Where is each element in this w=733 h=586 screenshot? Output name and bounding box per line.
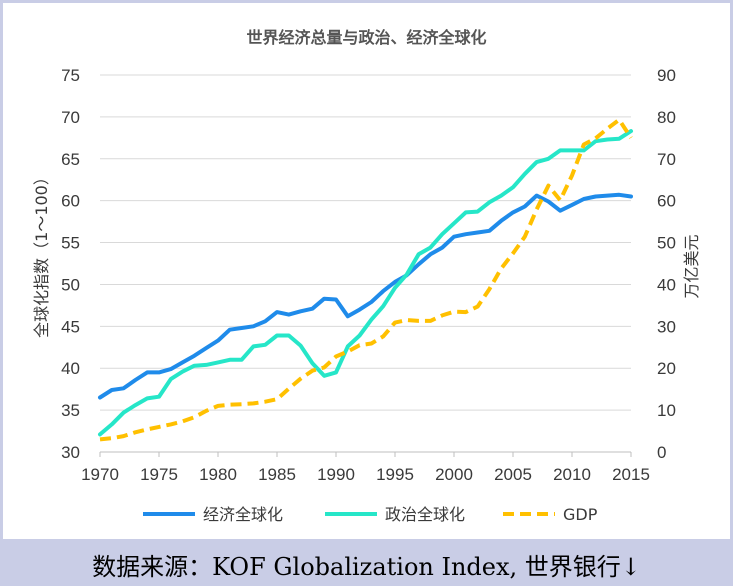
y-axis-title: 全球化指数（1～100） [32, 169, 51, 338]
y-tick-label: 40 [61, 359, 80, 378]
y2-tick-label: 10 [657, 401, 676, 420]
y2-axis-title: 万亿美元 [682, 234, 701, 298]
legend-label-2: GDP [563, 505, 598, 524]
y-tick-label: 70 [61, 108, 80, 127]
y2-tick-label: 50 [657, 234, 676, 253]
series-line-2 [99, 117, 633, 442]
y2-tick-label: 70 [657, 150, 676, 169]
x-tick-label: 2000 [435, 465, 473, 484]
y-tick-label: 55 [61, 234, 80, 253]
legend-label-1: 政治全球化 [385, 505, 465, 524]
chart-panel: 世界经济总量与政治、经济全球化 30 35 40 45 50 55 60 65 70 75 0 10 20… [3, 3, 730, 539]
y-tick-label: 65 [61, 150, 80, 169]
x-tick-label: 1995 [376, 465, 414, 484]
x-tick-label: 2015 [612, 465, 650, 484]
x-tick-label: 1970 [81, 465, 119, 484]
x-tick-label: 2010 [553, 465, 591, 484]
y2-tick-label: 60 [657, 192, 676, 211]
y2-tick-label: 90 [657, 66, 676, 85]
series-line-1 [98, 129, 633, 437]
y2-tick-label: 30 [657, 317, 676, 336]
legend-label-0: 经济全球化 [203, 505, 283, 524]
x-tick-label: 1990 [317, 465, 355, 484]
y-tick-label: 35 [61, 401, 80, 420]
y2-tick-label: 0 [657, 443, 666, 462]
y-tick-label: 60 [61, 192, 80, 211]
y2-tick-label: 20 [657, 359, 676, 378]
x-tick-label: 1980 [199, 465, 237, 484]
y2-tick-label: 80 [657, 108, 676, 127]
source-caption: 数据来源：KOF Globalization Index, 世界银行↓ [92, 553, 641, 581]
y-tick-label: 45 [61, 317, 80, 336]
y-tick-label: 50 [61, 275, 80, 294]
x-tick-label: 2005 [494, 465, 532, 484]
y-tick-label: 30 [61, 443, 80, 462]
x-tick-label: 1985 [258, 465, 296, 484]
y2-tick-label: 40 [657, 275, 676, 294]
chart-title: 世界经济总量与政治、经济全球化 [246, 28, 486, 47]
series-line-0 [98, 192, 633, 400]
chart-figure: 世界经济总量与政治、经济全球化 30 35 40 45 50 55 60 65 70 75 0 10 20… [32, 28, 701, 524]
y-tick-label: 75 [61, 66, 80, 85]
x-tick-label: 1975 [140, 465, 178, 484]
